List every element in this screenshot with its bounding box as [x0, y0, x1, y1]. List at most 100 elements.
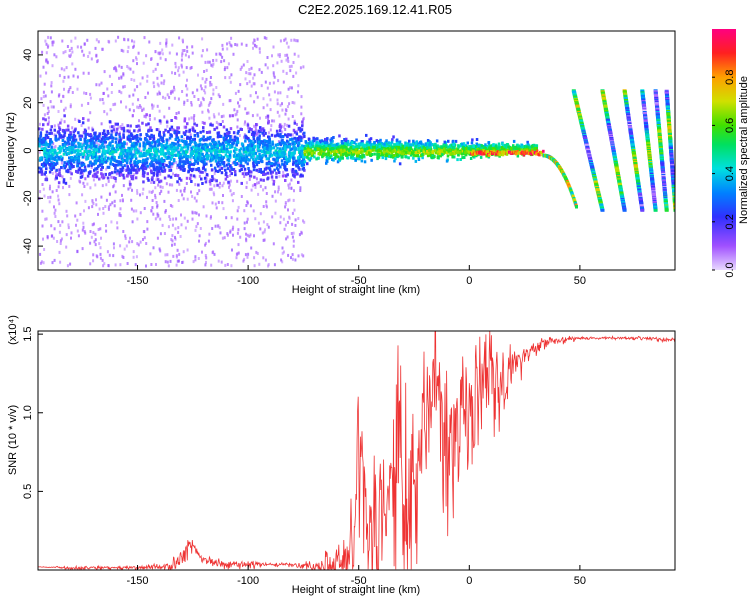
- spectrogram-cell: [209, 80, 212, 84]
- spectrogram-cell: [52, 105, 55, 109]
- spectrogram-cell: [257, 149, 260, 153]
- spectrogram-cell: [183, 141, 186, 145]
- spectrogram-cell: [95, 175, 99, 179]
- spectrogram-cell: [316, 156, 320, 160]
- spectrogram-cell: [247, 72, 250, 76]
- spectrogram-cell: [80, 147, 84, 151]
- spectrogram-cell: [58, 74, 61, 78]
- spectrogram-cell: [271, 146, 274, 150]
- spectrogram-cell: [127, 135, 131, 138]
- spectrogram-cell: [82, 221, 85, 225]
- spectrogram-cell: [237, 129, 240, 133]
- spectrogram-cell: [49, 155, 53, 159]
- spectrogram-cell: [261, 127, 265, 131]
- spectrogram-cell: [98, 207, 101, 211]
- spectrogram-cell: [188, 128, 191, 132]
- spectrogram-cell: [49, 150, 52, 154]
- spectrogram-cell: [153, 144, 156, 148]
- spectrogram-cell: [44, 170, 47, 174]
- spectrogram-cell: [211, 64, 214, 68]
- spectrogram-cell: [320, 151, 323, 155]
- spectrogram-cell: [257, 140, 261, 144]
- spectrogram-cell: [38, 142, 41, 146]
- spectrogram-cell: [104, 140, 107, 144]
- spectrogram-cell: [51, 43, 54, 47]
- spectrogram-cell: [190, 66, 193, 69]
- spectrogram-cell: [222, 114, 225, 118]
- spectrogram-cell: [163, 162, 166, 166]
- spectrogram-cell: [145, 138, 148, 142]
- spectrogram-cell: [163, 115, 166, 119]
- spectrogram-cell: [280, 151, 284, 155]
- spectrogram-cell: [192, 167, 195, 171]
- spectrogram-cell: [191, 138, 195, 142]
- spectrogram-cell: [287, 199, 290, 203]
- spectrogram-cell: [243, 257, 246, 261]
- spectrogram-cell: [258, 134, 261, 138]
- spectrogram-cell: [197, 167, 200, 170]
- spectrogram-cell: [161, 169, 164, 173]
- spectrogram-cell: [233, 108, 236, 112]
- spectrogram-cell: [288, 102, 291, 106]
- spectrogram-cell: [329, 151, 332, 155]
- spectrogram-cell: [192, 145, 195, 149]
- spectrogram-cell: [226, 139, 230, 143]
- spectrogram-cell: [249, 94, 252, 98]
- spectrogram-cell: [111, 83, 113, 86]
- spectrogram-cell: [78, 134, 81, 138]
- spectrogram-cell: [100, 168, 103, 172]
- spectrogram-cell: [250, 139, 253, 143]
- spectrogram-cell: [333, 149, 337, 153]
- spectrogram-cell: [77, 141, 80, 145]
- spectrogram-cell: [228, 153, 232, 157]
- spectrogram-cell: [136, 129, 139, 133]
- spectrogram-cell: [44, 39, 47, 43]
- spectrogram-cell: [134, 154, 137, 158]
- spectrogram-cell: [273, 263, 276, 267]
- spectrogram-cell: [264, 131, 267, 135]
- spectrogram-cell: [177, 143, 180, 147]
- spectrogram-cell: [145, 161, 149, 165]
- spectrogram-cell: [47, 120, 50, 124]
- spectrogram-cell: [101, 165, 104, 169]
- spectrogram-cell: [182, 250, 185, 254]
- spectrogram-cell: [243, 122, 246, 126]
- spectrogram-cell: [458, 150, 462, 154]
- spectrogram-cell: [154, 147, 157, 151]
- spectrogram-cell: [78, 120, 81, 123]
- spectrogram-cell: [250, 144, 253, 148]
- spectrogram-cell: [259, 212, 262, 216]
- spectrogram-cell: [397, 140, 400, 144]
- spectrogram-cell: [60, 67, 63, 71]
- spectrogram-cell: [414, 151, 418, 154]
- spectrogram-cell: [348, 151, 351, 154]
- spectrogram-cell: [192, 116, 195, 120]
- spectrogram-cell: [164, 96, 167, 100]
- spectrogram-cell: [150, 263, 153, 266]
- spectrogram-cell: [243, 167, 247, 171]
- spectrogram-cell: [217, 161, 220, 165]
- spectrogram-cell: [100, 175, 104, 179]
- spectrogram-cell: [352, 147, 356, 151]
- spectrogram-cell: [198, 174, 201, 178]
- spectrogram-cell: [228, 167, 231, 171]
- spectrogram-cell: [80, 175, 84, 179]
- spectrogram-cell: [58, 230, 61, 234]
- spectrogram-cell: [128, 108, 131, 112]
- spectrogram-cell: [128, 130, 131, 134]
- spectrogram-cell: [193, 118, 195, 122]
- spectrogram-cell: [154, 152, 157, 156]
- spectrogram-cell: [307, 137, 311, 141]
- spectrogram-cell: [225, 150, 229, 154]
- spectrogram-cell: [194, 211, 197, 215]
- spectrogram-cell: [206, 136, 210, 140]
- spectrogram-cell: [277, 187, 280, 191]
- spectrogram-cell: [299, 149, 303, 153]
- spectrogram-cell: [259, 155, 262, 159]
- spectrogram-cell: [487, 141, 490, 145]
- spectrogram-cell: [356, 154, 359, 158]
- spectrogram-cell: [183, 117, 187, 121]
- spectrogram-cell: [130, 78, 133, 81]
- spectrogram-cell: [130, 174, 133, 178]
- spectrogram-cell: [261, 160, 264, 164]
